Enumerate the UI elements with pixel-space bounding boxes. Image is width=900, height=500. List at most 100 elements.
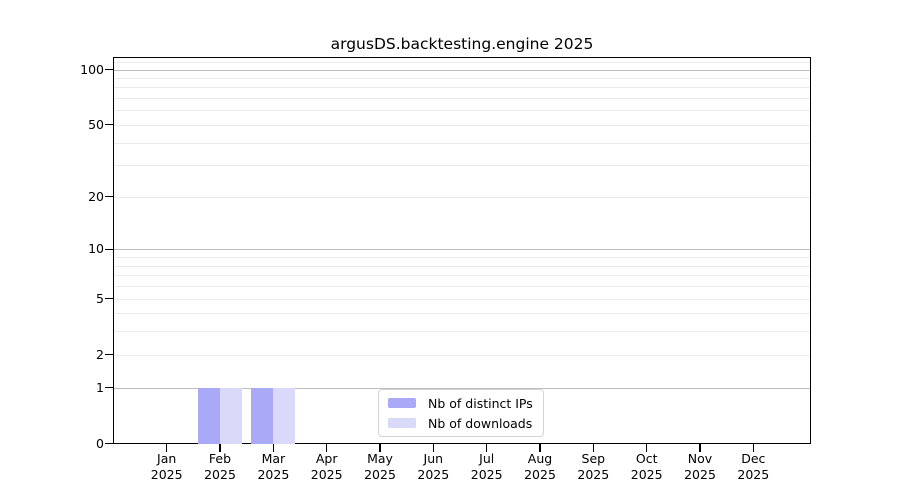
x-tick-label: May 2025 <box>348 451 412 483</box>
y-gridline <box>114 98 810 100</box>
x-tick-mark <box>432 444 434 452</box>
x-tick-year: 2025 <box>150 467 183 482</box>
x-tick-month: Mar <box>261 451 286 466</box>
y-gridline <box>114 265 810 267</box>
top-spine <box>113 57 811 59</box>
x-tick-label: Dec 2025 <box>721 451 785 483</box>
y-tick-label: 1 <box>96 379 104 395</box>
x-tick-year: 2025 <box>204 467 236 482</box>
x-tick-month: Oct <box>635 451 658 466</box>
legend-label: Nb of distinct IPs <box>428 395 533 411</box>
x-tick-month: Jun <box>423 451 444 466</box>
y-gridline <box>114 69 810 71</box>
x-tick-mark <box>272 444 274 452</box>
x-tick-year: 2025 <box>257 467 290 482</box>
bottom-spine <box>113 442 811 444</box>
x-tick-month: Aug <box>527 451 553 466</box>
x-tick-mark <box>166 444 168 452</box>
y-tick-mark <box>105 68 113 71</box>
y-gridline <box>114 249 810 251</box>
x-tick-mark <box>752 444 754 452</box>
x-tick-year: 2025 <box>524 467 556 482</box>
x-tick-year: 2025 <box>470 467 503 482</box>
x-tick-year: 2025 <box>310 467 343 482</box>
bar-distinct-ips <box>251 387 274 444</box>
y-gridline <box>114 298 810 300</box>
y-gridline <box>114 331 810 333</box>
x-tick-year: 2025 <box>364 467 396 482</box>
x-tick-mark <box>592 444 594 452</box>
legend-swatch-distinct-ips <box>388 398 416 408</box>
x-tick-mark <box>379 444 381 452</box>
y-tick-label: 10 <box>88 241 104 257</box>
x-tick-mark <box>326 444 328 452</box>
y-gridline <box>114 165 810 167</box>
y-tick-label: 0 <box>96 435 104 451</box>
x-tick-mark <box>539 444 541 452</box>
x-tick-month: Sep <box>581 451 606 466</box>
y-gridline <box>114 110 810 112</box>
y-tick-mark <box>105 297 113 300</box>
y-gridline <box>114 313 810 315</box>
x-tick-mark <box>699 444 701 452</box>
legend-label: Nb of downloads <box>428 415 533 431</box>
y-tick-label: 20 <box>88 188 104 204</box>
plot-area: Nb of distinct IPs Nb of downloads <box>113 57 811 444</box>
x-tick-year: 2025 <box>684 467 716 482</box>
x-tick-label: Aug 2025 <box>508 451 572 483</box>
y-gridline <box>114 87 810 89</box>
x-tick-mark <box>486 444 488 452</box>
legend-item: Nb of downloads <box>388 417 534 430</box>
y-tick-mark <box>105 443 113 445</box>
y-tick-mark <box>105 248 113 250</box>
y-gridline <box>114 124 810 126</box>
y-gridline <box>114 142 810 144</box>
y-gridline <box>114 78 810 79</box>
x-tick-mark <box>219 444 221 452</box>
y-gridline <box>114 196 810 198</box>
y-tick-mark <box>105 387 113 389</box>
y-gridline <box>114 387 810 389</box>
y-gridline <box>114 286 810 287</box>
x-tick-mark <box>646 444 648 452</box>
y-tick-mark <box>105 124 113 126</box>
x-tick-year: 2025 <box>630 467 663 482</box>
x-tick-label: Oct 2025 <box>615 451 679 483</box>
x-tick-month: Apr <box>315 451 338 466</box>
y-tick-label: 5 <box>96 290 104 306</box>
x-tick-label: Mar 2025 <box>241 451 305 483</box>
x-tick-label: Nov 2025 <box>668 451 732 483</box>
y-tick-label: 50 <box>88 116 104 132</box>
y-gridline <box>114 275 810 277</box>
x-tick-month: May <box>367 451 393 466</box>
bar-downloads <box>220 387 242 444</box>
y-gridline <box>114 257 810 259</box>
x-tick-year: 2025 <box>417 467 450 482</box>
x-tick-month: Jan <box>157 451 177 466</box>
y-gridline <box>114 354 810 356</box>
x-tick-label: Jun 2025 <box>401 451 465 483</box>
x-tick-label: Apr 2025 <box>295 451 359 483</box>
chart-title: argusDS.backtesting.engine 2025 <box>330 35 594 53</box>
x-tick-label: Jan 2025 <box>135 451 199 483</box>
bar-distinct-ips <box>198 387 220 444</box>
y-tick-label: 100 <box>80 61 104 77</box>
right-spine <box>809 57 811 444</box>
x-tick-month: Nov <box>687 451 713 466</box>
x-tick-year: 2025 <box>577 467 610 482</box>
legend-swatch-downloads <box>388 418 416 428</box>
x-tick-month: Feb <box>208 451 232 466</box>
legend-item: Nb of distinct IPs <box>388 397 534 410</box>
bar-downloads <box>273 387 296 444</box>
x-tick-month: Dec <box>741 451 766 466</box>
y-tick-mark <box>105 196 113 198</box>
y-tick-label: 2 <box>96 346 104 362</box>
x-tick-label: Jul 2025 <box>455 451 519 483</box>
y-tick-mark <box>105 354 113 356</box>
left-spine <box>113 57 115 444</box>
y-gridline <box>114 61 810 63</box>
x-tick-year: 2025 <box>737 467 770 482</box>
x-tick-label: Sep 2025 <box>561 451 625 483</box>
x-tick-month: Jul <box>479 451 495 466</box>
